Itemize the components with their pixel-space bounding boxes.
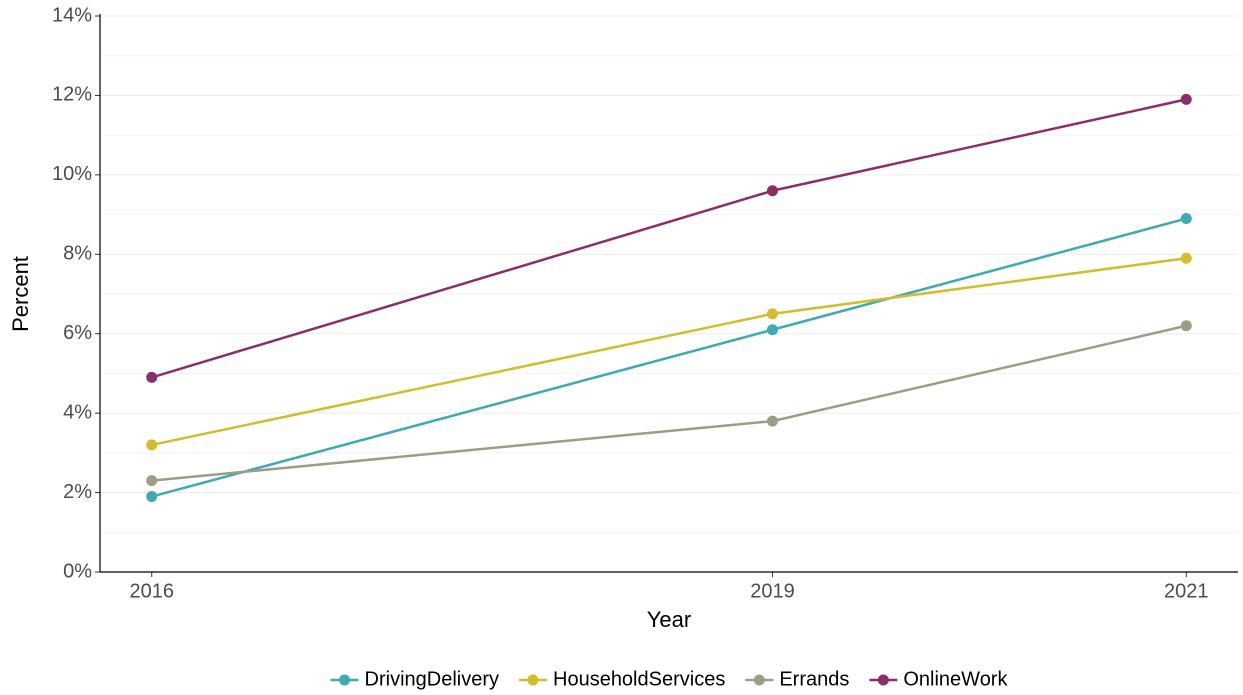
legend: DrivingDelivery HouseholdServices Errands O…	[330, 668, 1008, 690]
point	[1180, 93, 1192, 105]
point	[146, 371, 158, 383]
point	[766, 415, 778, 427]
point	[146, 439, 158, 451]
legend-text: OnlineWork	[903, 668, 1008, 690]
y-tick-label: 4%	[63, 401, 92, 423]
legend-key-point	[339, 674, 351, 686]
point	[766, 185, 778, 197]
y-axis-title: Percent	[8, 256, 33, 332]
legend-key-point	[527, 674, 539, 686]
legend-text: HouseholdServices	[553, 668, 725, 690]
y-tick-label: 8%	[63, 243, 92, 265]
y-tick-label: 14%	[52, 4, 92, 26]
y-tick-label: 10%	[52, 163, 92, 185]
point	[1180, 252, 1192, 264]
y-tick-label: 6%	[63, 322, 92, 344]
x-axis-title: Year	[647, 607, 691, 632]
point	[766, 324, 778, 336]
y-tick-label: 12%	[52, 84, 92, 106]
point	[766, 308, 778, 320]
x-tick-label: 2021	[1164, 580, 1209, 602]
point	[146, 475, 158, 487]
y-tick-label: 2%	[63, 481, 92, 503]
point	[146, 491, 158, 503]
series-line	[151, 324, 1187, 482]
legend-text: Errands	[779, 668, 849, 690]
legend-key-point	[753, 674, 765, 686]
legend-text: DrivingDelivery	[365, 668, 499, 690]
x-tick-label: 2019	[750, 580, 795, 602]
y-tick-label: 0%	[63, 560, 92, 582]
point	[1180, 320, 1192, 332]
series-line	[151, 217, 1187, 498]
x-tick-label: 2016	[129, 580, 174, 602]
point	[1180, 213, 1192, 225]
series-line	[151, 257, 1187, 447]
legend-key-point	[877, 674, 889, 686]
